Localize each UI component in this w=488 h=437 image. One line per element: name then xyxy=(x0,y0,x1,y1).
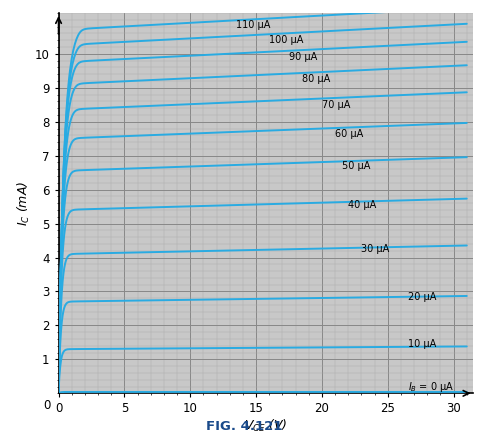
Y-axis label: $I_C$ (mA): $I_C$ (mA) xyxy=(16,180,32,226)
X-axis label: $V_{CE}$ (V): $V_{CE}$ (V) xyxy=(244,418,288,434)
Text: 100 μA: 100 μA xyxy=(269,35,304,45)
Text: 0: 0 xyxy=(43,399,50,412)
Text: 10 μA: 10 μA xyxy=(407,339,436,349)
Text: 40 μA: 40 μA xyxy=(348,200,377,210)
Text: 30 μA: 30 μA xyxy=(362,244,390,254)
Text: 60 μA: 60 μA xyxy=(335,128,364,139)
Text: 50 μA: 50 μA xyxy=(342,161,370,171)
Text: FIG. 4.121: FIG. 4.121 xyxy=(206,420,282,433)
Text: 70 μA: 70 μA xyxy=(322,100,350,110)
Text: 20 μA: 20 μA xyxy=(407,291,436,302)
Text: $I_B$ = 0 μA: $I_B$ = 0 μA xyxy=(407,380,454,394)
Text: 80 μA: 80 μA xyxy=(302,74,330,84)
Text: 90 μA: 90 μA xyxy=(289,52,317,62)
Text: 110 μA: 110 μA xyxy=(236,20,271,30)
